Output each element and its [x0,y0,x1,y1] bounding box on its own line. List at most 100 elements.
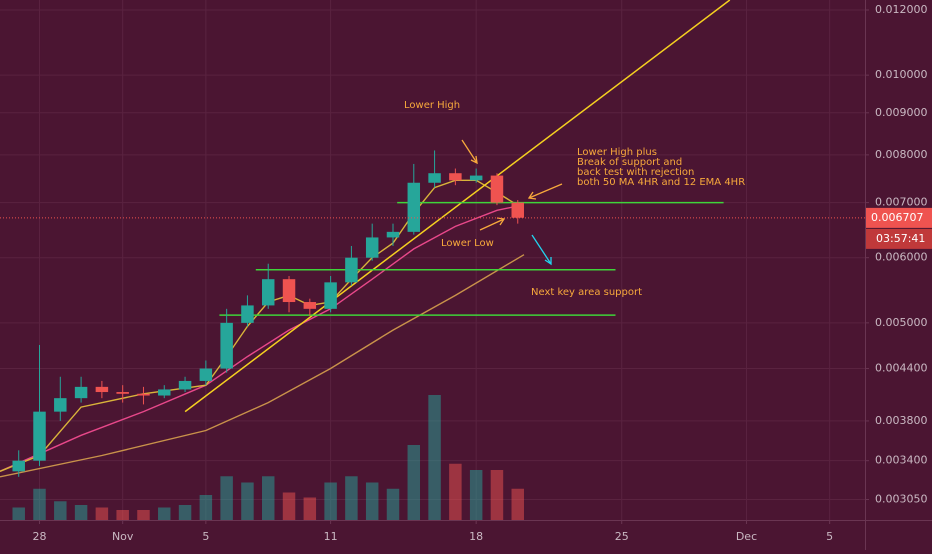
arrow [461,139,478,164]
y-tick-label: 0.005000 [875,316,928,329]
candle-body [220,322,233,369]
x-tick-label: 25 [615,530,629,543]
candle-body [12,460,25,472]
y-tick-label: 0.010000 [875,68,928,81]
volume-bar [490,470,504,520]
annotation: both 50 MA 4HR and 12 EMA 4HR [577,177,745,188]
candle-body [407,182,421,232]
volume-bar [345,476,358,520]
candle-body [345,257,358,283]
x-tick-label: 5 [826,530,833,543]
arrow [531,234,552,265]
candle-layer [12,150,524,477]
candle-body [158,389,171,396]
volume-bar [33,488,46,520]
current-price-label: 0.006707 [871,211,924,224]
volume-bar [365,482,379,520]
volume-bar [95,507,109,520]
candle-body [178,380,192,390]
y-tick-label: 0.003800 [875,414,928,427]
x-tick-label: 28 [33,530,47,543]
candle-body [261,279,275,306]
arrow-head [527,191,537,200]
y-tick-label: 0.006000 [875,251,928,264]
x-tick-label: Dec [736,530,757,543]
annotation: Lower High [404,100,460,111]
volume-layer [12,395,524,520]
y-tick-label: 0.007000 [875,196,928,209]
countdown: 03:57:41 [876,232,925,245]
volume-bar [116,510,129,520]
volume-bar [241,482,254,520]
trend-line [184,0,731,413]
y-tick-label: 0.009000 [875,106,928,119]
candle-body [241,305,254,323]
price-label-box [866,207,932,228]
axes-layer: 0.012000 0.010000 0.009000 0.008000 0.007000… [0,3,932,543]
candle-body [303,302,317,309]
countdown-box [866,228,932,249]
arrow-head [496,217,506,226]
candle-body [282,279,296,303]
volume-bar [261,476,275,520]
volume-bar [54,501,67,520]
ma-layer [0,179,525,478]
volume-bar [407,445,421,520]
candle-body [324,282,337,309]
y-tick-label: 0.008000 [875,148,928,161]
annotation: Lower High plus [577,147,657,158]
x-tick-label: Nov [112,530,134,543]
ma-line [0,204,523,472]
candle-body [365,237,379,258]
candle-body [137,393,150,396]
volume-bar [158,507,171,520]
volume-bar [324,482,337,520]
y-tick-label: 0.012000 [875,3,928,16]
y-tick-label: 0.003400 [875,454,928,467]
volume-bar [469,470,483,520]
volume-bar [220,476,233,520]
volume-bar [137,510,150,520]
y-tick-label: 0.003050 [875,493,928,506]
annotation: back test with rejection [577,167,694,178]
volume-bar [74,505,88,520]
ma-line [0,254,525,478]
x-tick-label: 11 [324,530,338,543]
x-tick-label: 5 [202,530,209,543]
candle-body [54,398,67,412]
drawing-layer [184,0,731,413]
y-tick-label: 0.004400 [875,362,928,375]
candle-body [449,173,462,181]
candle-body [95,386,109,393]
annotation: Break of support and [577,157,682,168]
annotation: Lower Low [441,238,494,249]
volume-bar [428,395,441,520]
candle-body [116,392,129,394]
ma-line [0,179,523,472]
x-tick-label: 18 [469,530,483,543]
volume-bar [199,495,213,520]
candle-body [199,368,213,381]
volume-bar [12,507,25,520]
annotation: Next key area support [531,287,642,298]
candle-body [428,173,441,183]
candle-body [33,411,46,461]
volume-bar [511,488,524,520]
volume-bar [303,497,317,520]
volume-bar [178,505,192,520]
volume-bar [449,463,462,520]
candle-body [490,175,504,203]
candle-body [386,231,400,238]
candle-body [74,386,88,399]
candle-body [511,202,524,218]
volume-bar [282,492,296,520]
arrow [528,183,563,199]
arrow [479,218,505,231]
arrow-head [470,155,478,165]
arrow-head [544,257,552,266]
candle-body [469,175,483,181]
